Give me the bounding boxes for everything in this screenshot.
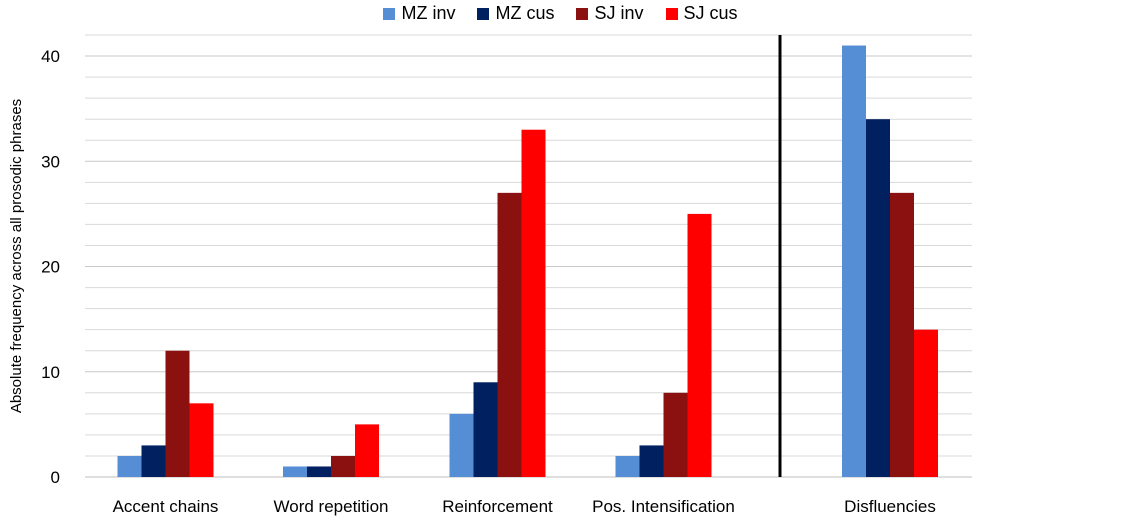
y-axis: 0 10 20 30 40 (41, 47, 60, 487)
legend-item: SJ inv (576, 3, 644, 24)
legend-label: MZ inv (401, 3, 456, 23)
x-tick-label: Pos. Intensification (592, 497, 735, 516)
bar (449, 413, 474, 477)
y-tick-label: 10 (41, 363, 60, 382)
legend-item: MZ cus (477, 3, 554, 24)
bar (663, 392, 688, 477)
y-tick-label: 0 (51, 468, 60, 487)
legend-item: SJ cus (665, 3, 738, 24)
legend-label: SJ cus (683, 3, 738, 23)
legend-label: SJ inv (594, 3, 644, 23)
bar (615, 455, 640, 477)
bar (141, 445, 166, 477)
bar (521, 129, 546, 477)
bar (283, 466, 307, 477)
legend-swatch (665, 7, 678, 20)
bar (914, 329, 938, 477)
bars (117, 45, 938, 478)
legend-swatch (477, 7, 490, 20)
bar (639, 445, 664, 477)
y-tick-label: 40 (41, 47, 60, 66)
legend-swatch (383, 7, 396, 20)
bar (331, 455, 355, 477)
x-tick-label: Reinforcement (442, 497, 553, 516)
x-axis: Accent chains Word repetition Reinforcemen… (113, 497, 936, 516)
legend-swatch (576, 7, 589, 20)
legend-item: MZ inv (383, 3, 455, 24)
legend-label: MZ cus (495, 3, 555, 23)
bar (890, 192, 914, 477)
y-axis-label: Absolute frequency across all prosodic p… (8, 99, 25, 413)
bar (355, 424, 379, 477)
x-tick-label: Accent chains (113, 497, 219, 516)
bar (497, 192, 522, 477)
bar (842, 45, 866, 478)
bar (307, 466, 331, 477)
x-tick-label: Word repetition (274, 497, 389, 516)
y-tick-label: 30 (41, 152, 60, 171)
bar (189, 403, 214, 477)
legend: MZ inv MZ cus SJ inv SJ cus (0, 3, 1121, 24)
x-tick-label: Disfluencies (844, 497, 936, 516)
bar (687, 213, 712, 477)
bar (165, 350, 190, 477)
y-tick-label: 20 (41, 258, 60, 277)
bar (866, 119, 890, 477)
bar (117, 455, 142, 477)
bar (473, 382, 498, 477)
